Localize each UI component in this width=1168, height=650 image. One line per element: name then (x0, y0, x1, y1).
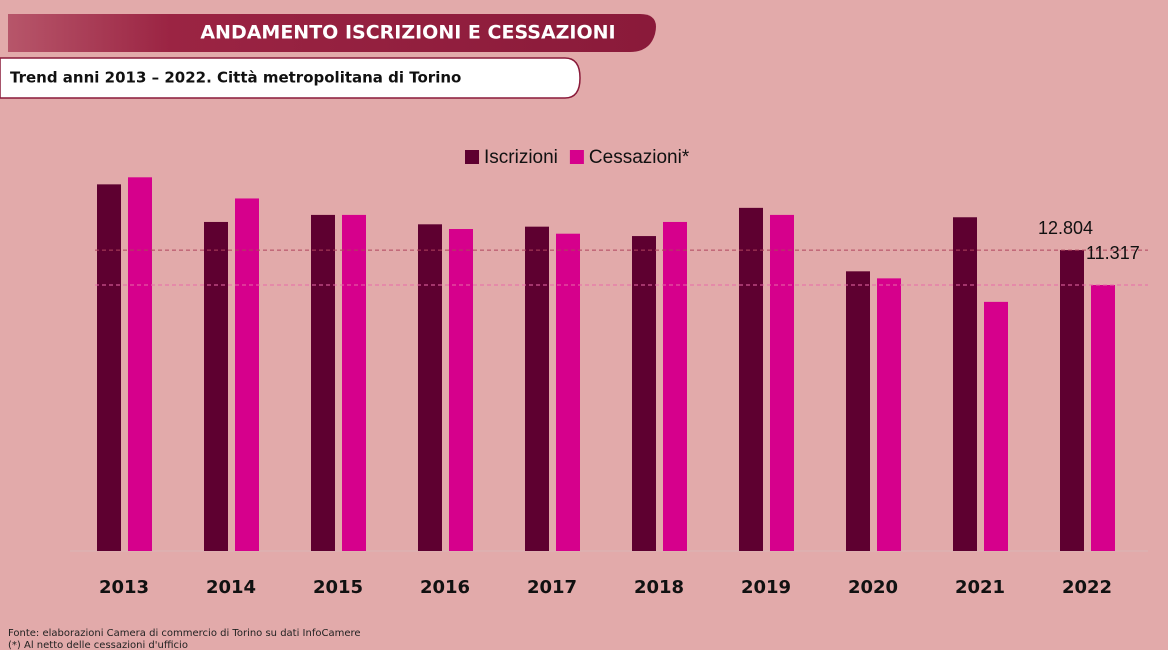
x-tick-label: 2016 (420, 577, 470, 598)
x-tick-label: 2021 (955, 577, 1005, 598)
bar (97, 184, 121, 551)
legend-swatch (569, 150, 584, 164)
subtitle-box (0, 57, 581, 99)
bar (877, 278, 901, 551)
bar (739, 207, 763, 551)
bar (1060, 250, 1084, 551)
bar (342, 214, 366, 551)
legend-label: Cessazioni* (589, 147, 690, 168)
bar (311, 214, 335, 551)
x-tick-label: 2019 (741, 577, 791, 598)
bar (953, 217, 977, 551)
bar (663, 221, 687, 551)
chart-title: ANDAMENTO ISCRIZIONI E CESSAZIONI (200, 22, 615, 44)
bar (235, 198, 259, 551)
x-tick-label: 2014 (206, 577, 256, 598)
note: (*) Al netto delle cessazioni d'ufficio (8, 640, 188, 650)
note: Fonte: elaborazioni Camera di commercio … (8, 628, 361, 639)
x-tick-label: 2022 (1062, 577, 1112, 598)
x-tick-label: 2017 (527, 577, 577, 598)
bar (449, 229, 473, 552)
title-banner (8, 14, 656, 52)
bar (556, 233, 580, 552)
bar (632, 236, 656, 552)
bar (770, 214, 794, 551)
bar (846, 271, 870, 551)
x-tick-label: 2015 (313, 577, 363, 598)
data-label: 12.804 (1038, 218, 1093, 238)
bar (128, 177, 152, 551)
x-tick-label: 2018 (634, 577, 684, 598)
data-label: 11.317 (1086, 243, 1140, 263)
bar (418, 224, 442, 551)
bar (204, 221, 228, 551)
bar (1091, 285, 1115, 551)
bar (984, 301, 1008, 551)
x-tick-label: 2020 (848, 577, 898, 598)
bar (525, 226, 549, 551)
legend-swatch (465, 150, 479, 164)
x-tick-label: 2013 (99, 577, 149, 598)
chart-subtitle: Trend anni 2013 – 2022. Città metropolit… (10, 69, 461, 87)
legend-label: Iscrizioni (484, 147, 558, 168)
